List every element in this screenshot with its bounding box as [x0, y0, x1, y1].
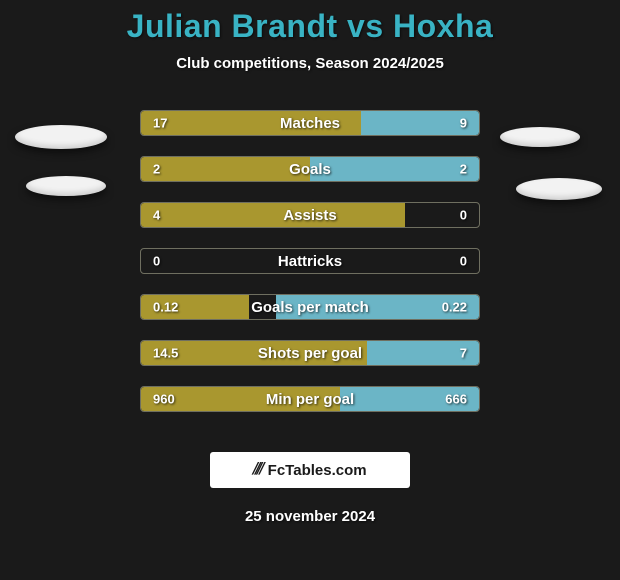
stat-bar-track: Shots per goal14.57 — [140, 340, 480, 366]
stat-bar-track: Matches179 — [140, 110, 480, 136]
stat-bar-left — [141, 295, 249, 319]
decorative-ellipse — [516, 178, 602, 200]
stat-bar-right — [340, 387, 479, 411]
footer-attribution: ⫽⫽ FcTables.com — [210, 452, 410, 488]
comparison-infographic: Julian Brandt vs Hoxha Club competitions… — [0, 0, 620, 580]
stat-bar-right — [367, 341, 479, 365]
page-title: Julian Brandt vs Hoxha — [0, 8, 620, 45]
stat-bar-right — [276, 295, 479, 319]
stat-bar-left — [141, 203, 405, 227]
stat-value-right: 0 — [460, 208, 467, 223]
stat-value-right: 0 — [460, 254, 467, 269]
stat-bar-track: Hattricks0 0 — [140, 248, 480, 274]
stat-bar-right — [361, 111, 479, 135]
decorative-ellipse — [15, 125, 107, 149]
stat-bar-track: Goals per match0.120.22 — [140, 294, 480, 320]
stat-bar-right — [310, 157, 479, 181]
decorative-ellipse — [26, 176, 106, 196]
stat-bar-left — [141, 111, 361, 135]
stat-row: Hattricks0 0 — [0, 238, 620, 284]
stat-bar-track: Goals22 — [140, 156, 480, 182]
stat-row: Assists40 — [0, 192, 620, 238]
fctables-logo-icon: ⫽⫽ — [252, 461, 263, 479]
decorative-ellipse — [500, 127, 580, 147]
stat-row: Min per goal960666 — [0, 376, 620, 422]
date-label: 25 november 2024 — [0, 508, 620, 525]
stat-bar-track: Assists40 — [140, 202, 480, 228]
stat-row: Goals per match0.120.22 — [0, 284, 620, 330]
stat-bar-left — [141, 341, 367, 365]
stat-row: Shots per goal14.57 — [0, 330, 620, 376]
stat-value-left: 0 — [153, 254, 160, 269]
stat-bar-left — [141, 387, 340, 411]
stats-chart: Matches179Goals22Assists40Hattricks00Goa… — [0, 100, 620, 422]
subtitle: Club competitions, Season 2024/2025 — [0, 55, 620, 72]
stat-bar-track: Min per goal960666 — [140, 386, 480, 412]
stat-bar-left — [141, 157, 310, 181]
stat-label: Hattricks — [141, 253, 479, 270]
footer-site-name: FcTables.com — [268, 462, 367, 479]
